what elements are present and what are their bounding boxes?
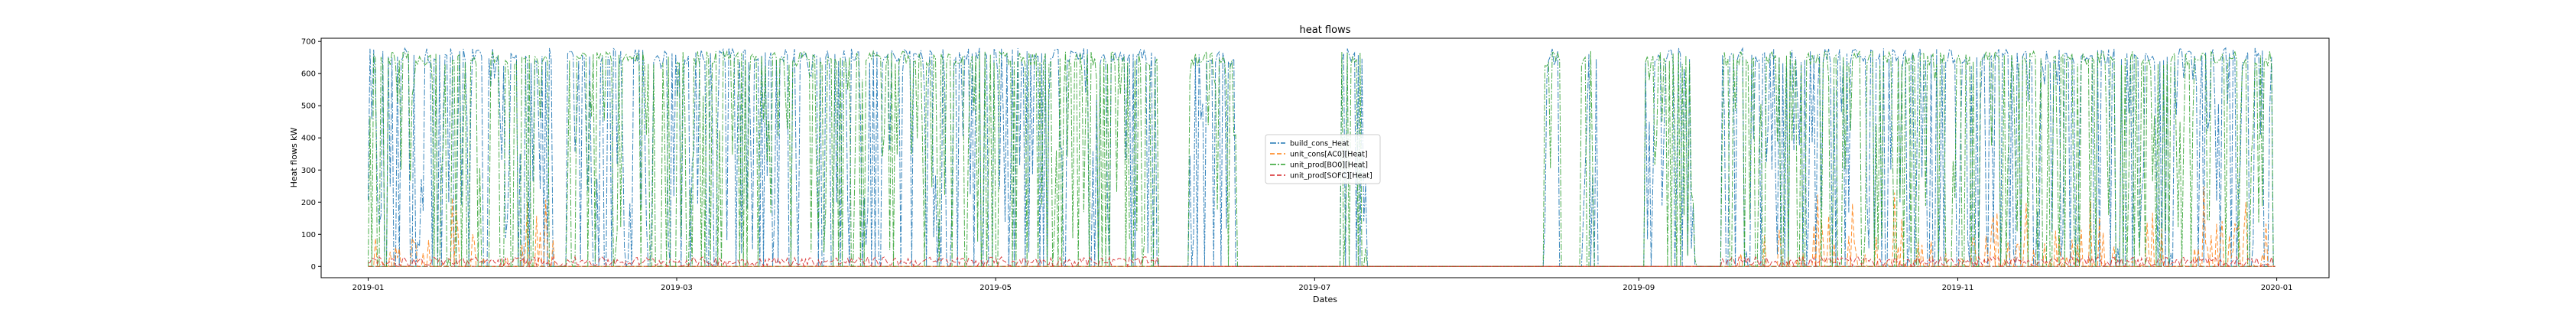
x-tick-label: 2019-11 [1942, 284, 1974, 292]
y-tick-label: 500 [301, 103, 316, 111]
series-line [368, 186, 2276, 269]
chart-title: heat flows [1300, 24, 1351, 36]
y-tick-label: 100 [301, 231, 316, 239]
y-tick-label: 600 [301, 70, 316, 79]
x-tick-label: 2019-01 [352, 284, 385, 292]
x-tick-label: 2019-09 [1623, 284, 1655, 292]
x-tick-label: 2019-05 [979, 284, 1012, 292]
y-tick-label: 700 [301, 38, 316, 47]
legend-label: unit_prod[SOFC][Heat] [1290, 172, 1372, 181]
legend-label: build_cons_Heat [1290, 140, 1350, 148]
plot-frame [320, 37, 2330, 278]
legend-label: unit_prod[BO0][Heat] [1290, 161, 1368, 170]
plot-data [368, 47, 2276, 269]
legend-box [1265, 134, 1381, 184]
x-tick-label: 2020-01 [2261, 284, 2293, 292]
x-axis-ticks: 2019-01 2019-03 2019-05 2019-07 2019-09 2019-… [352, 278, 2293, 292]
legend-label: unit_cons[AC0][Heat] [1290, 151, 1368, 159]
y-tick-label: 300 [301, 167, 316, 175]
y-tick-label: 400 [301, 135, 316, 143]
legend: build_cons_Heat unit_cons[AC0][Heat] unit_… [1265, 134, 1381, 184]
x-tick-label: 2019-07 [1298, 284, 1330, 292]
y-tick-label: 0 [311, 263, 316, 272]
y-axis-label: Heat flows kW [289, 128, 299, 188]
y-tick-label: 200 [301, 199, 316, 207]
x-axis-label: Dates [1313, 295, 1337, 304]
y-axis-ticks: 0 100 200 300 400 500 600 700 [301, 38, 321, 272]
x-tick-label: 2019-03 [661, 284, 693, 292]
